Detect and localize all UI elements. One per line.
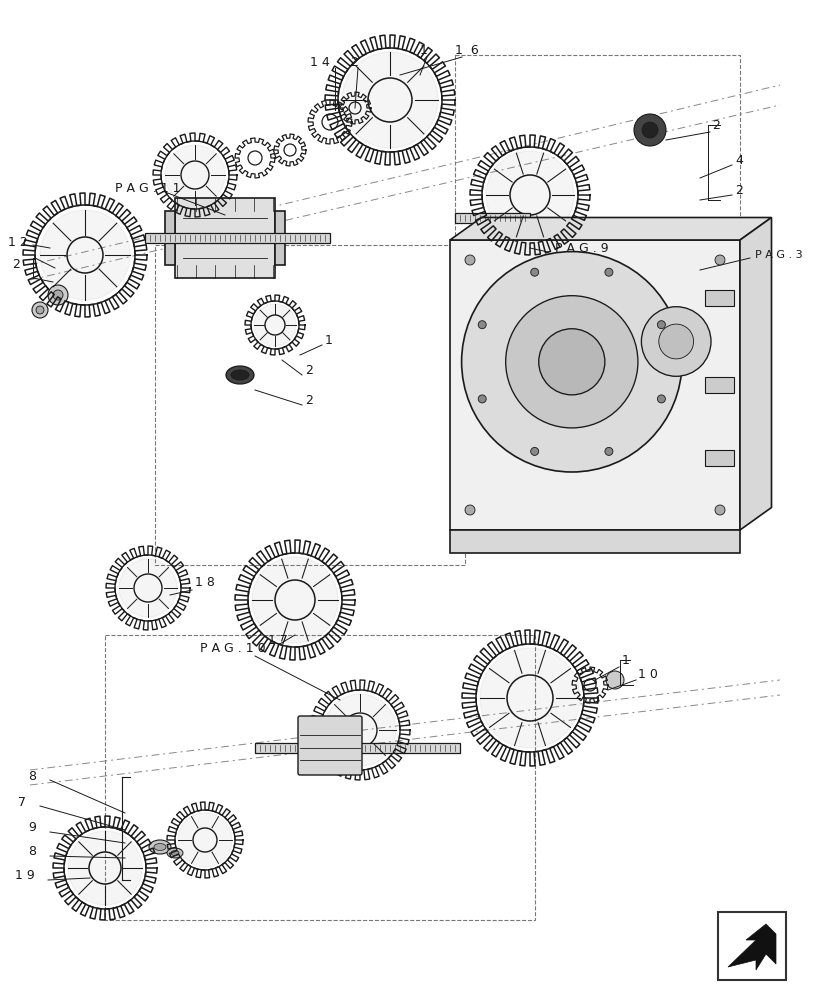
Bar: [455, 55, 739, 305]
Text: 2: 2: [305, 393, 313, 406]
Ellipse shape: [167, 848, 183, 858]
Circle shape: [530, 268, 538, 276]
Polygon shape: [486, 151, 573, 239]
Ellipse shape: [171, 850, 179, 855]
Polygon shape: [145, 233, 329, 243]
Polygon shape: [255, 743, 459, 753]
Circle shape: [538, 329, 604, 395]
Polygon shape: [455, 213, 529, 223]
Bar: [174, 198, 274, 278]
Circle shape: [53, 290, 63, 300]
Circle shape: [464, 255, 474, 265]
Text: 2: 2: [12, 258, 20, 271]
Circle shape: [477, 321, 486, 329]
Circle shape: [36, 306, 44, 314]
Text: 1: 1: [324, 334, 333, 347]
Bar: [155, 245, 464, 565]
Text: P A G . 3: P A G . 3: [754, 250, 802, 260]
Bar: [704, 290, 733, 306]
Polygon shape: [479, 648, 579, 748]
Circle shape: [461, 252, 681, 472]
Circle shape: [714, 255, 724, 265]
Polygon shape: [254, 304, 296, 346]
Polygon shape: [727, 924, 775, 970]
Circle shape: [641, 122, 657, 138]
Text: P A G . 9: P A G . 9: [554, 241, 608, 254]
Bar: [717, 912, 785, 980]
Circle shape: [505, 296, 637, 428]
Circle shape: [633, 114, 665, 146]
Text: 1 8: 1 8: [195, 576, 215, 589]
Polygon shape: [324, 694, 396, 766]
Bar: [704, 377, 733, 393]
Polygon shape: [450, 218, 771, 240]
Text: 1 4: 1 4: [310, 56, 329, 69]
Bar: [704, 450, 733, 466]
Text: 7: 7: [18, 796, 26, 809]
Text: 1 2: 1 2: [8, 235, 28, 248]
Bar: [450, 530, 739, 553]
Text: 8: 8: [28, 845, 36, 858]
Text: 2: 2: [350, 56, 357, 69]
Text: 2: 2: [734, 184, 742, 197]
Circle shape: [464, 505, 474, 515]
Circle shape: [714, 505, 724, 515]
Circle shape: [32, 302, 48, 318]
Circle shape: [530, 447, 538, 455]
Circle shape: [604, 268, 612, 276]
Polygon shape: [40, 210, 130, 300]
Polygon shape: [119, 559, 177, 617]
Circle shape: [657, 395, 664, 403]
Text: 4: 4: [734, 154, 742, 167]
Text: 1 7: 1 7: [268, 634, 287, 647]
Polygon shape: [68, 831, 142, 905]
Text: 1: 1: [419, 44, 428, 57]
Ellipse shape: [226, 366, 254, 384]
Text: P A G . 1 1: P A G . 1 1: [115, 182, 180, 195]
Bar: [274, 211, 285, 265]
Bar: [105, 635, 534, 920]
Text: 1: 1: [622, 654, 629, 666]
Circle shape: [605, 671, 623, 689]
Text: P A G . 1 0: P A G . 1 0: [200, 642, 265, 654]
Circle shape: [48, 285, 68, 305]
Circle shape: [658, 324, 693, 359]
Bar: [165, 211, 174, 265]
Polygon shape: [251, 557, 337, 643]
Circle shape: [640, 307, 710, 376]
Circle shape: [657, 321, 664, 329]
Text: 1  6: 1 6: [455, 44, 478, 57]
Polygon shape: [178, 813, 232, 867]
Ellipse shape: [154, 843, 165, 850]
Polygon shape: [165, 145, 224, 205]
Bar: [450, 240, 739, 530]
Polygon shape: [739, 218, 771, 530]
Text: 9: 9: [28, 821, 36, 834]
Text: 1 9: 1 9: [15, 869, 34, 882]
FancyBboxPatch shape: [297, 716, 361, 775]
Circle shape: [604, 447, 612, 455]
Polygon shape: [342, 52, 437, 148]
Text: 1 0: 1 0: [637, 668, 657, 682]
Ellipse shape: [231, 370, 249, 380]
Text: 8: 8: [28, 770, 36, 783]
Text: 2: 2: [711, 119, 719, 132]
Text: 2: 2: [305, 363, 313, 376]
Circle shape: [477, 395, 486, 403]
Ellipse shape: [149, 840, 171, 854]
